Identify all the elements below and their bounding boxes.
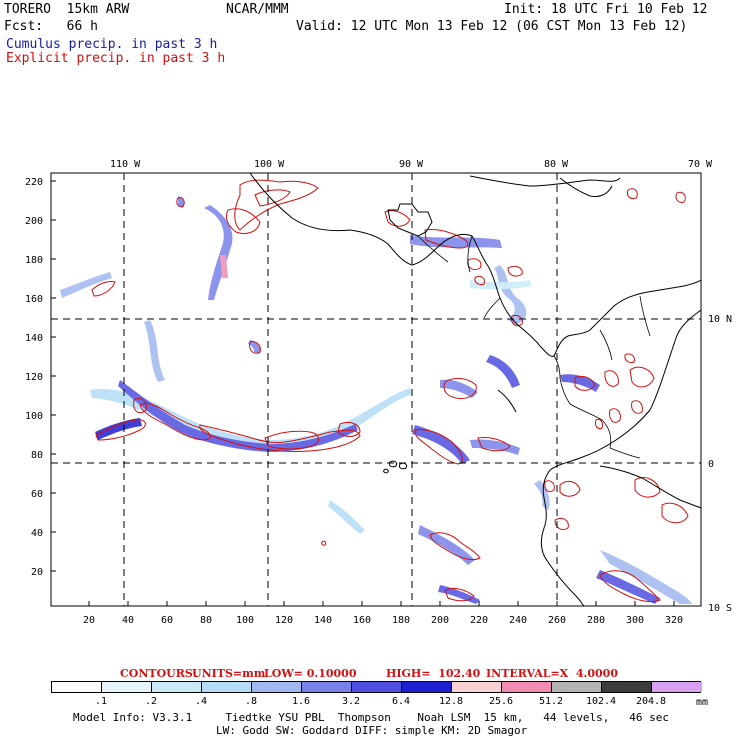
physics-info: LW: Godd SW: Goddard DIFF: simple KM: 2D… — [216, 724, 528, 737]
x-tick-120: 120 — [275, 615, 294, 626]
model-info: Model Info: V3.3.1 Tiedtke YSU PBL Thomp… — [73, 711, 670, 724]
map-frame — [50, 172, 702, 607]
y-tick-220: 220 — [25, 177, 44, 188]
x-tick-180: 180 — [392, 615, 411, 626]
colorbar-label: .1 — [94, 696, 108, 707]
x-tick-40: 40 — [122, 615, 135, 626]
y-tick-80: 80 — [31, 450, 44, 461]
colorbar-label: 204.8 — [635, 696, 667, 707]
colorbar-unit: mm — [696, 697, 709, 708]
contour-units: UNITS=mm — [192, 667, 266, 680]
y-tick-20: 20 — [31, 567, 44, 578]
x-tick-80: 80 — [200, 615, 213, 626]
x-tick-240: 240 — [509, 615, 528, 626]
lat-label-10n: 10 N — [708, 314, 733, 325]
colorbar-swatch — [552, 682, 602, 692]
colorbar — [51, 681, 702, 693]
lon-label-90w: 90 W — [399, 159, 424, 170]
colorbar-swatch — [252, 682, 302, 692]
y-tick-100: 100 — [25, 411, 44, 422]
lat-label-10s: 10 S — [708, 603, 733, 614]
x-tick-160: 160 — [353, 615, 372, 626]
y-tick-40: 40 — [31, 528, 44, 539]
colorbar-label: .2 — [144, 696, 158, 707]
x-tick-280: 280 — [587, 615, 606, 626]
colorbar-swatch — [502, 682, 552, 692]
colorbar-label: 51.2 — [538, 696, 564, 707]
colorbar-swatch — [152, 682, 202, 692]
lon-label-110w: 110 W — [110, 159, 141, 170]
contour-high: HIGH= 102.40 — [386, 667, 481, 680]
forecast-hour: Fcst: 66 h — [4, 19, 98, 34]
contour-label: CONTOURS: — [120, 667, 197, 680]
coastlines — [249, 172, 702, 607]
political-borders — [417, 235, 651, 459]
colorbar-label: 12.8 — [438, 696, 464, 707]
contour-low: LOW= 0.10000 — [264, 667, 357, 680]
axis-ticks — [51, 180, 675, 606]
colorbar-swatch — [102, 682, 152, 692]
y-tick-120: 120 — [25, 372, 44, 383]
init-time: Init: 18 UTC Fri 10 Feb 12 — [504, 2, 708, 17]
x-tick-140: 140 — [314, 615, 333, 626]
lon-label-70w: 70 W — [688, 159, 713, 170]
lat-lon-grid — [51, 173, 701, 606]
cumulus-precip-field — [60, 196, 692, 604]
cumulus-legend: Cumulus precip. in past 3 h — [6, 37, 218, 52]
y-tick-200: 200 — [25, 216, 44, 227]
x-tick-260: 260 — [548, 615, 567, 626]
colorbar-swatch — [302, 682, 352, 692]
colorbar-label: .8 — [244, 696, 258, 707]
lon-label-100w: 100 W — [254, 159, 285, 170]
x-tick-220: 220 — [470, 615, 489, 626]
colorbar-swatch — [52, 682, 102, 692]
y-tick-140: 140 — [25, 333, 44, 344]
explicit-precip-contours — [91, 179, 689, 603]
colorbar-label: 1.6 — [291, 696, 311, 707]
x-tick-60: 60 — [161, 615, 174, 626]
colorbar-swatch — [452, 682, 502, 692]
lon-label-80w: 80 W — [544, 159, 569, 170]
colorbar-label: .4 — [194, 696, 208, 707]
colorbar-label: 3.2 — [341, 696, 361, 707]
colorbar-swatch — [202, 682, 252, 692]
y-tick-160: 160 — [25, 294, 44, 305]
org-label: NCAR/MMM — [226, 2, 289, 17]
colorbar-label: 6.4 — [391, 696, 411, 707]
explicit-legend: Explicit precip. in past 3 h — [6, 51, 226, 66]
contour-interval: INTERVAL=X 4.0000 — [486, 667, 618, 680]
colorbar-swatch — [602, 682, 652, 692]
valid-time: Valid: 12 UTC Mon 13 Feb 12 (06 CST Mon … — [296, 19, 688, 34]
colorbar-swatch — [652, 682, 702, 692]
x-tick-100: 100 — [236, 615, 255, 626]
x-tick-300: 300 — [626, 615, 645, 626]
y-tick-60: 60 — [31, 489, 44, 500]
x-tick-20: 20 — [83, 615, 96, 626]
lat-label-0: 0 — [708, 459, 715, 470]
x-tick-320: 320 — [665, 615, 684, 626]
colorbar-label: 102.4 — [585, 696, 617, 707]
model-name: TORERO 15km ARW — [4, 2, 130, 17]
x-tick-200: 200 — [431, 615, 450, 626]
colorbar-swatch — [352, 682, 402, 692]
colorbar-label: 25.6 — [488, 696, 514, 707]
colorbar-swatch — [402, 682, 452, 692]
y-tick-180: 180 — [25, 255, 44, 266]
